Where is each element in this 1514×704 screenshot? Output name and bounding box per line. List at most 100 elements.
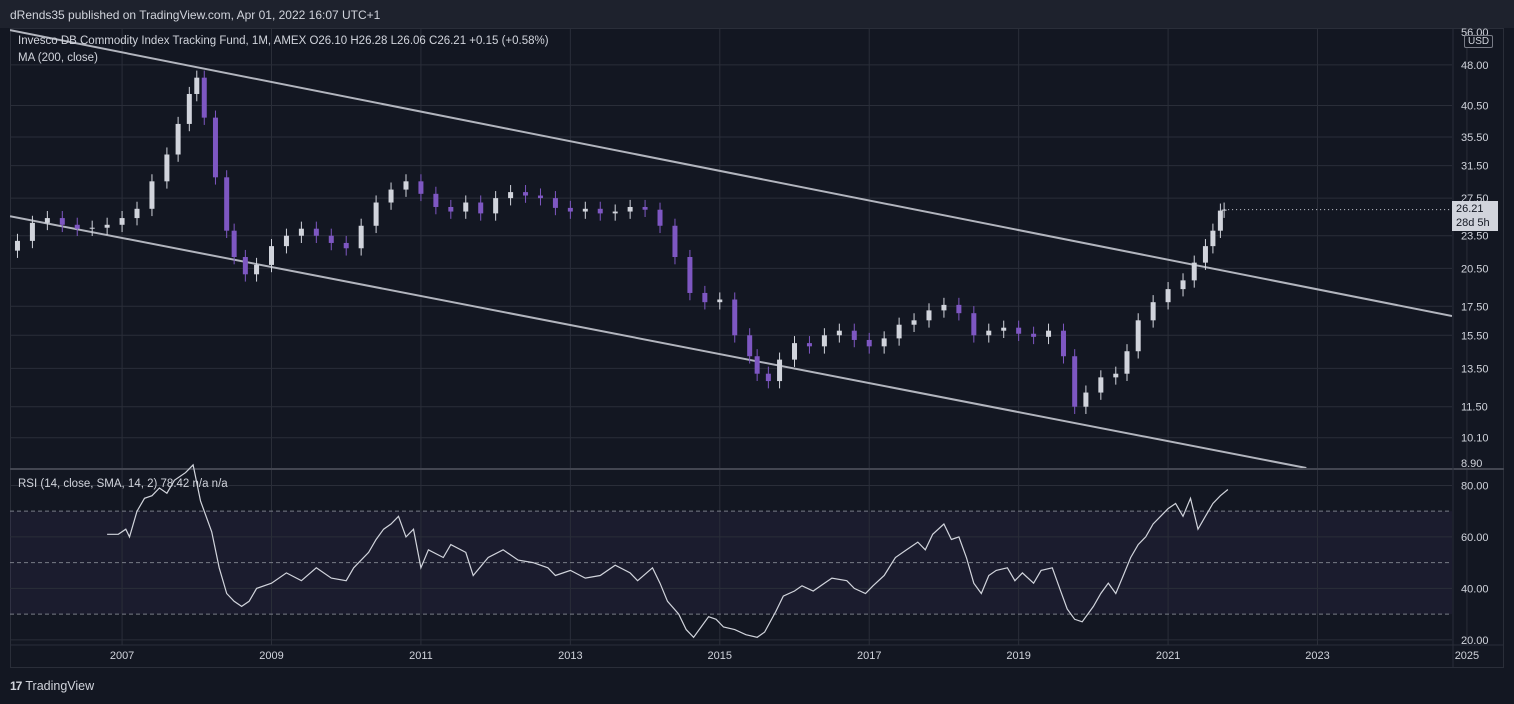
candle-body[interactable] [896, 324, 902, 339]
candle-body[interactable] [806, 343, 812, 347]
candle-body[interactable] [358, 225, 364, 249]
candle-body[interactable] [1124, 351, 1130, 374]
candle-body[interactable] [463, 202, 469, 212]
candle-body[interactable] [537, 195, 543, 199]
candle-body[interactable] [911, 320, 917, 325]
candle-body[interactable] [1001, 327, 1007, 331]
candle-body[interactable] [373, 202, 379, 226]
candle-body[interactable] [164, 154, 170, 182]
candle-body[interactable] [1217, 210, 1223, 231]
currency-badge[interactable]: USD [1464, 35, 1494, 48]
candle-body[interactable] [777, 359, 783, 382]
candle-body[interactable] [657, 209, 663, 226]
candle-body[interactable] [851, 330, 857, 340]
candle-body[interactable] [642, 206, 648, 210]
candle-body[interactable] [717, 299, 723, 303]
candle-body[interactable] [242, 257, 248, 275]
candle-body[interactable] [1060, 330, 1066, 357]
candle-body[interactable] [254, 264, 260, 275]
time-tick-label: 2017 [857, 650, 881, 662]
candle-body[interactable] [881, 338, 887, 347]
time-tick-label: 2007 [110, 650, 134, 662]
candle-body[interactable] [194, 77, 200, 94]
candle-body[interactable] [956, 304, 962, 314]
candle-body[interactable] [231, 230, 237, 258]
candle-body[interactable] [1083, 392, 1089, 407]
candle-body[interactable] [523, 192, 529, 196]
candle-body[interactable] [612, 211, 618, 214]
candle-body[interactable] [313, 228, 319, 236]
candle-body[interactable] [687, 257, 693, 293]
candle-body[interactable] [582, 208, 588, 212]
candle-body[interactable] [1031, 333, 1037, 337]
candle-body[interactable] [1098, 377, 1104, 393]
candle-body[interactable] [59, 218, 65, 225]
candle-body[interactable] [732, 299, 738, 336]
candle-body[interactable] [186, 93, 192, 124]
rsi-line[interactable] [107, 463, 1229, 639]
chart-frame[interactable] [10, 28, 1504, 668]
candle-body[interactable] [1191, 262, 1197, 281]
candle-body[interactable] [269, 246, 275, 265]
candle-body[interactable] [1210, 230, 1216, 247]
candle-body[interactable] [508, 192, 514, 199]
candle-body[interactable] [14, 240, 20, 251]
candle-body[interactable] [747, 335, 753, 357]
candle-body[interactable] [1180, 280, 1186, 290]
candle-body[interactable] [986, 330, 992, 336]
tradingview-brand[interactable]: 17 TradingView [10, 679, 94, 693]
candle-body[interactable] [89, 227, 95, 229]
candle-body[interactable] [44, 218, 50, 223]
candle-body[interactable] [567, 207, 573, 212]
candle-body[interactable] [448, 206, 454, 212]
candle-body[interactable] [433, 193, 439, 207]
candle-body[interactable] [175, 123, 181, 155]
candle-body[interactable] [1165, 289, 1171, 303]
candle-body[interactable] [866, 339, 872, 347]
candle-body[interactable] [343, 242, 349, 249]
candle-body[interactable] [1072, 356, 1078, 407]
candle-body[interactable] [792, 343, 798, 360]
candle-body[interactable] [201, 77, 207, 118]
candle-body[interactable] [388, 189, 394, 203]
candle-body[interactable] [403, 181, 409, 190]
candle-body[interactable] [298, 228, 304, 236]
candle-body[interactable] [1046, 330, 1052, 337]
candle-body[interactable] [328, 235, 334, 243]
candle-body[interactable] [1202, 246, 1208, 263]
candle-body[interactable] [971, 313, 977, 336]
candle-body[interactable] [224, 177, 230, 231]
candle-body[interactable] [926, 310, 932, 321]
time-tick-label: 2009 [259, 650, 283, 662]
lower-trend-line[interactable] [10, 215, 1307, 468]
candle-body[interactable] [1221, 209, 1227, 211]
candle-body[interactable] [552, 198, 558, 208]
price-tick-label: 13.50 [1461, 363, 1489, 375]
candle-body[interactable] [836, 330, 842, 336]
candle-body[interactable] [821, 335, 827, 347]
candle-body[interactable] [212, 117, 218, 178]
candle-body[interactable] [493, 198, 499, 214]
candle-body[interactable] [104, 224, 110, 228]
candle-body[interactable] [1150, 302, 1156, 321]
candle-body[interactable] [149, 181, 155, 209]
candle-body[interactable] [627, 206, 633, 212]
candle-body[interactable] [702, 292, 708, 303]
candle-body[interactable] [283, 235, 289, 247]
candle-body[interactable] [119, 218, 125, 225]
candle-body[interactable] [1113, 373, 1119, 378]
candle-body[interactable] [134, 208, 140, 219]
candle-body[interactable] [597, 208, 603, 214]
candle-body[interactable] [672, 225, 678, 258]
candle-body[interactable] [765, 373, 771, 382]
candle-body[interactable] [418, 181, 424, 194]
candle-body[interactable] [941, 304, 947, 311]
candle-body[interactable] [74, 224, 80, 229]
candle-body[interactable] [29, 222, 35, 241]
candle-body[interactable] [478, 202, 484, 214]
upper-trend-line[interactable] [10, 29, 1452, 317]
candle-body[interactable] [1016, 327, 1022, 334]
candle-body[interactable] [1135, 320, 1141, 352]
candle-body[interactable] [754, 356, 760, 374]
